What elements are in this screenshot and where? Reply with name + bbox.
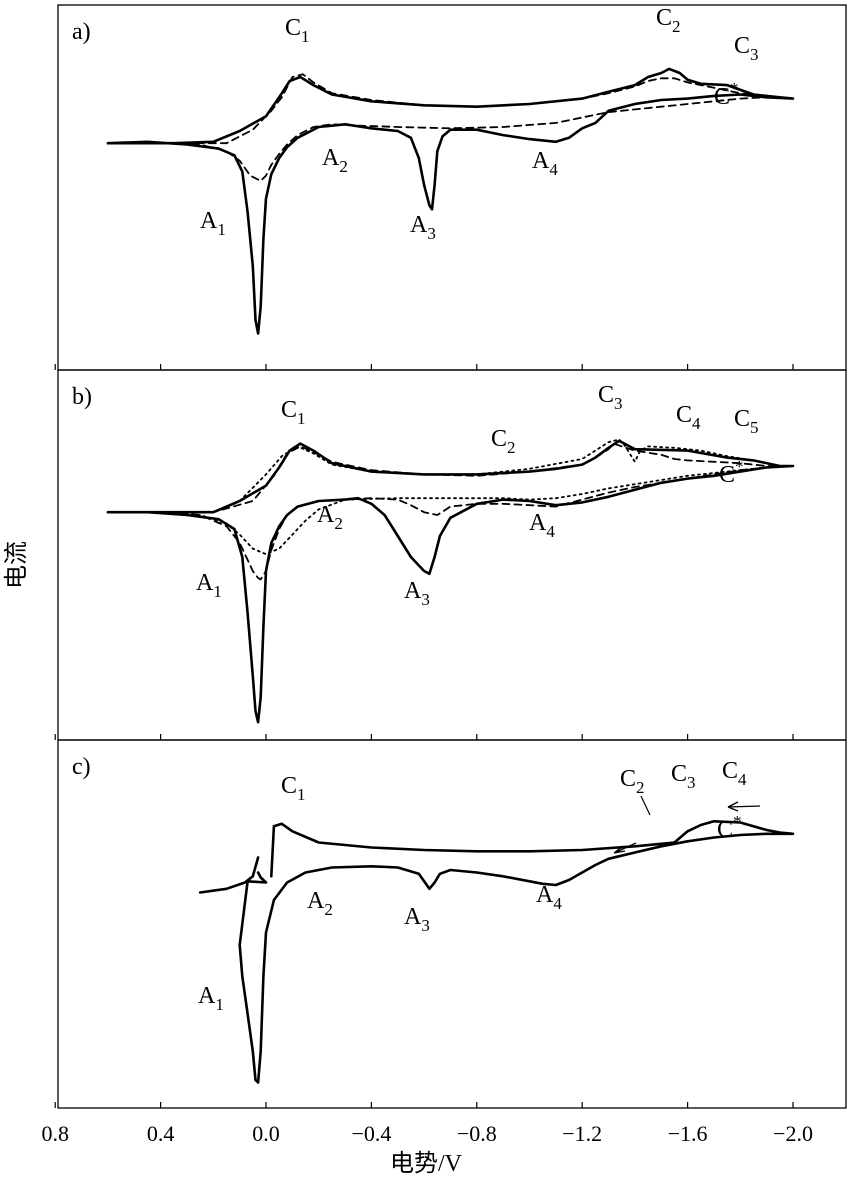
peak-label: A2 [322,145,348,176]
x-tick-label: −0.4 [351,1121,391,1146]
scan-direction-arrow [613,842,637,854]
series-solid [238,820,795,1084]
peak-label: C5 [734,406,759,437]
panel-1: a) C1 C2 C3 C* A1 A2 A3 A4 [54,4,847,371]
peak-label: C3 [598,382,623,413]
panel-2: b) C1 C2 C3 C4 C5 C* A1 A2 A3 A4 [54,369,847,741]
panel-label: a) [72,19,91,45]
x-axis: 0.8 0.4 0.0 −0.4 −0.8 −1.2 −1.6 −2.0 [41,1121,813,1146]
peak-label: C* [714,79,739,110]
peak-label: A3 [410,212,436,243]
peak-label: C3 [671,761,696,792]
peak-label: C* [719,457,744,488]
peak-label: C1 [281,397,306,428]
series-solid [106,67,795,335]
y-axis-title: 电流 [3,541,30,589]
panels: a) C1 C2 C3 C* A1 A2 A3 A4 b) C1 C2 C3 C4 C5 C* A1 A2 A3 A4… [54,4,847,1109]
peak-label: C2 [620,766,645,797]
peak-label: A4 [529,510,555,541]
peak-label: A3 [404,904,430,935]
peak-label: A2 [307,888,333,919]
peak-label: A4 [532,148,558,179]
peak-label: C2 [491,426,516,457]
x-tick-label: −1.2 [562,1121,602,1146]
peak-label: C4 [722,758,747,789]
peak-label: A1 [196,570,222,601]
peak-label: C* [717,812,742,843]
peak-label: C1 [285,15,310,46]
peak-label: A1 [200,208,226,239]
peak-label: A2 [317,502,343,533]
panel-label: b) [72,384,92,410]
scan-direction-arrow [727,801,761,812]
series-dashed [107,73,794,182]
peak-label: C1 [281,773,306,804]
panel-frame [57,739,847,1109]
peak-label: A1 [198,983,224,1014]
peak-label: A3 [404,578,430,609]
x-tick-label: 0.0 [252,1121,280,1146]
x-tick-label: −0.8 [457,1121,497,1146]
panel-3: c) C1 C2 C3 C4 C* A1 A2 A3 A4 [54,739,847,1109]
x-tick-label: 0.4 [147,1121,175,1146]
series-dashed [107,442,794,581]
series-solid [198,856,260,894]
panel-frame [57,4,847,371]
peak-leader-line [640,795,651,816]
peak-label: C2 [656,5,681,36]
peak-label: A4 [536,882,562,913]
peak-label: C4 [676,402,701,433]
x-axis-title: 电势/V [390,1150,463,1177]
peak-label: C3 [734,33,759,64]
x-tick-label: −1.6 [668,1121,708,1146]
x-tick-label: −2.0 [773,1121,813,1146]
panel-label: c) [72,754,91,780]
series-dotted [107,438,794,556]
panel-frame [57,369,847,741]
x-tick-label: 0.8 [41,1121,69,1146]
